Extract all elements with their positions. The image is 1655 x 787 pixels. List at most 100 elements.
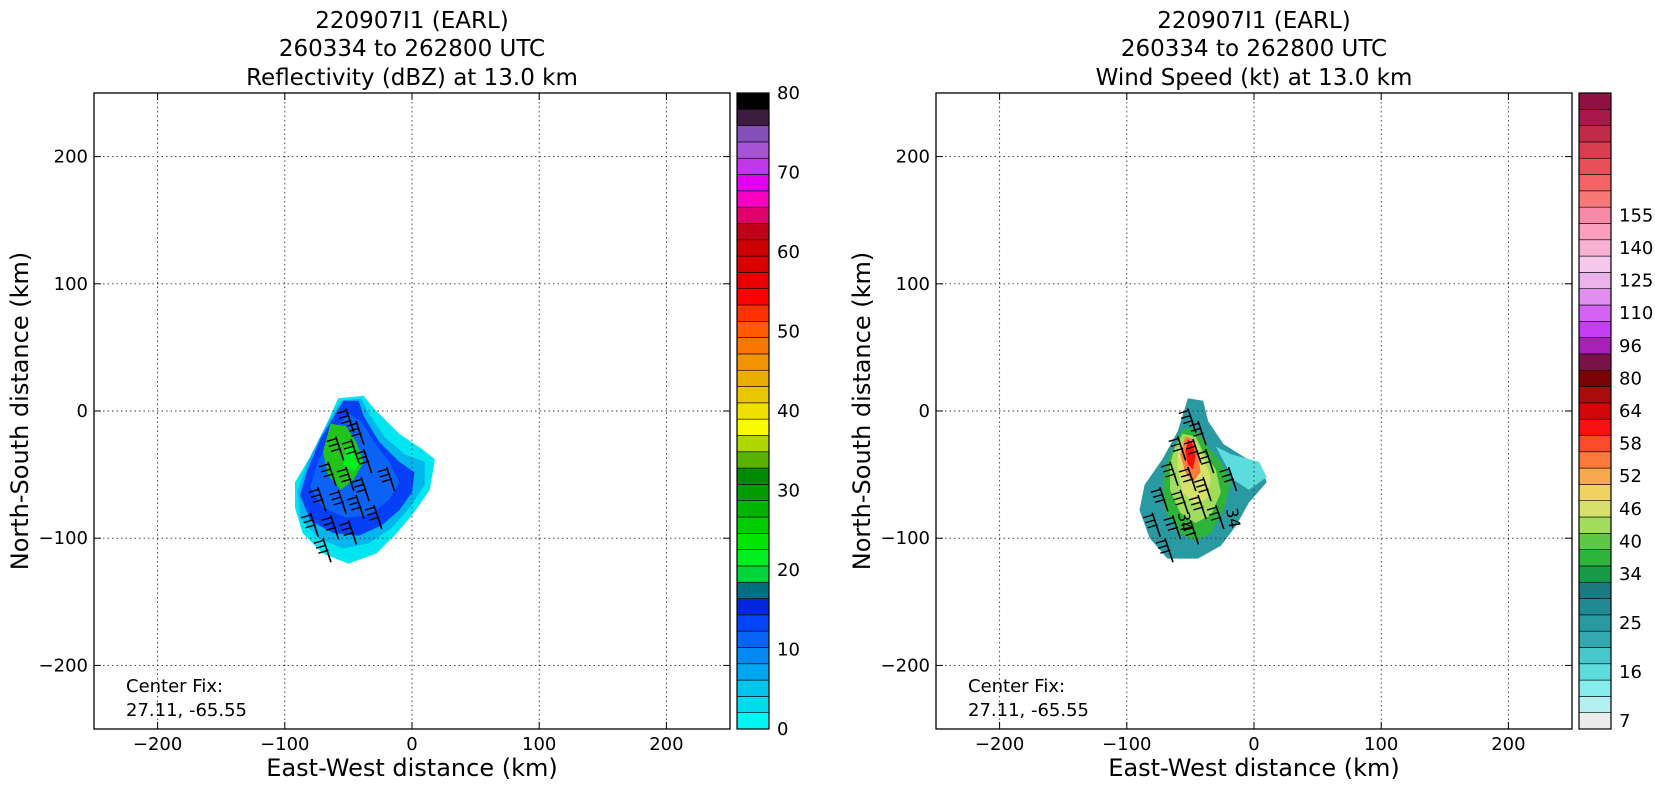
colorbar-frame: [1578, 92, 1612, 730]
colorbar-bin: [736, 516, 770, 534]
colorbar-bin: [736, 435, 770, 453]
wind-barb: [1143, 512, 1161, 538]
colorbar-bin: [736, 581, 770, 599]
colorbar-frame: [736, 92, 770, 730]
wind-barb: [346, 494, 365, 520]
center-fix-value: 27.11, -65.55: [126, 700, 247, 721]
colorbar-tick-label: 64: [1619, 401, 1642, 422]
colorbar-bin: [1578, 255, 1612, 273]
colorbar-bin: [736, 712, 770, 730]
colorbar-bin: [736, 223, 770, 241]
colorbar-tick-label: 10: [777, 640, 800, 661]
colorbar: 0 10 20 30 40 50 60 70 80: [736, 83, 800, 740]
colorbar-bin: [736, 679, 770, 697]
colorbar-bin: [1578, 500, 1612, 518]
colorbar-bin: [1578, 369, 1612, 387]
x-tick-label: −100: [1102, 734, 1151, 755]
wind-barb: [329, 489, 347, 515]
colorbar-bin: [1578, 484, 1612, 501]
colorbar-bin: [736, 451, 770, 469]
wind-barb: [301, 512, 319, 538]
colorbar-bin: [736, 565, 770, 583]
y-tick-label: 0: [919, 401, 930, 422]
wind-barb: [1163, 515, 1182, 540]
y-tick-label: 100: [54, 274, 88, 295]
colorbar-tick-label: 58: [1619, 434, 1642, 455]
colorbar-bin: [736, 614, 770, 632]
y-tick-label: −200: [881, 655, 930, 676]
panel-wind-speed: 220907I1 (EARL) 260334 to 262800 UTC Win…: [848, 8, 1653, 782]
colorbar-bin: [1578, 402, 1612, 420]
colorbar-tick-label: 7: [1619, 711, 1630, 732]
colorbar-tick-label: 40: [1619, 531, 1642, 552]
colorbar-bin: [1578, 239, 1612, 257]
contour-label: 34: [1222, 506, 1244, 529]
wind-barb: [351, 476, 370, 502]
colorbar-bin: [736, 418, 770, 436]
field-region-1: [1215, 446, 1267, 490]
wind-barb: [336, 466, 355, 492]
colorbar-bin: [736, 206, 770, 224]
colorbar-bin: [1578, 451, 1612, 469]
x-axis-label: East-West distance (km): [1108, 754, 1399, 782]
x-tick-label: 100: [1364, 734, 1398, 755]
colorbar-bin: [736, 109, 770, 126]
plot-area: 34 34 −200 −100 0 100 200 −200 −100 0 100 200: [881, 92, 1573, 755]
chart-title-line-2: 260334 to 262800 UTC: [279, 36, 545, 62]
colorbar-tick-label: 80: [777, 83, 800, 104]
colorbar-bin: [1578, 141, 1612, 159]
colorbar-tick-label: 60: [777, 242, 800, 263]
wind-barb: [1155, 537, 1174, 563]
colorbar-bin: [1578, 157, 1612, 175]
wind-barb: [318, 461, 337, 487]
wind-barb: [1171, 489, 1189, 515]
chart-title-line-1: 220907I1 (EARL): [1157, 8, 1351, 34]
colorbar-bin: [736, 549, 770, 567]
y-tick-label: 200: [896, 147, 930, 168]
wind-barb: [339, 520, 358, 545]
wind-barbs: [1143, 408, 1238, 563]
colorbar-bin: [736, 125, 770, 143]
colorbar-bin: [1578, 679, 1612, 697]
wind-barb: [321, 515, 340, 540]
colorbar-bin: [1578, 598, 1612, 616]
x-axis-label: East-West distance (km): [266, 754, 557, 782]
colorbar-bin: [736, 304, 770, 322]
wind-barb: [377, 466, 396, 492]
center-fix-label: Center Fix:: [968, 676, 1065, 697]
colorbar-tick-label: 155: [1619, 205, 1653, 226]
plot-area: −200 −100 0 100 200 −200 −100 0 100 200: [39, 92, 731, 755]
contour-label: 34: [1174, 510, 1196, 533]
colorbar-bin: [736, 630, 770, 648]
colorbar-bin: [736, 369, 770, 387]
y-tick-label: 100: [896, 274, 930, 295]
wind-barb: [1178, 466, 1197, 492]
colorbar-bin: [1578, 223, 1612, 241]
wind-barb: [1196, 448, 1215, 474]
colorbar-bin: [1578, 581, 1612, 599]
colorbar-bin: [736, 239, 770, 257]
colorbar-bin: [736, 696, 770, 713]
wind-barbs: [301, 408, 396, 563]
colorbar-bin: [736, 141, 770, 159]
colorbar-bin: [1578, 516, 1612, 534]
wind-barb: [1206, 504, 1225, 530]
colorbar-tick-label: 25: [1619, 613, 1642, 634]
panel-reflectivity: 220907I1 (EARL) 260334 to 262800 UTC Ref…: [6, 8, 800, 782]
colorbar-bin: [1578, 304, 1612, 322]
colorbar-tick-label: 40: [777, 401, 800, 422]
wind-barb: [354, 448, 373, 474]
colorbar-tick-label: 96: [1619, 336, 1642, 357]
data-field: 34 34: [1139, 398, 1267, 563]
colorbar-tick-label: 20: [777, 560, 800, 581]
colorbar-bin: [1578, 614, 1612, 632]
colorbar-bin: [1578, 174, 1612, 192]
colorbar-bin: [736, 598, 770, 616]
colorbar-bin: [1578, 647, 1612, 665]
chart-title-line-2: 260334 to 262800 UTC: [1121, 36, 1387, 62]
colorbar-bin: [1578, 663, 1612, 681]
colorbar-bin: [736, 467, 770, 485]
colorbar-bin: [1578, 206, 1612, 224]
wind-barb: [336, 408, 355, 433]
